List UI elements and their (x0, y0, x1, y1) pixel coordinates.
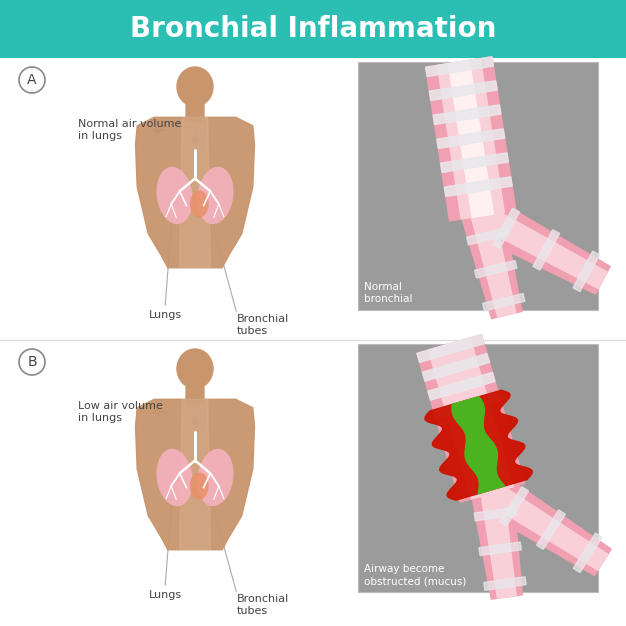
Text: B: B (27, 355, 37, 369)
Polygon shape (433, 391, 501, 419)
Ellipse shape (156, 449, 193, 506)
Polygon shape (135, 117, 255, 268)
Text: Bronchial Inflammation: Bronchial Inflammation (130, 15, 496, 43)
Polygon shape (493, 208, 520, 249)
Polygon shape (479, 542, 521, 556)
Polygon shape (466, 227, 509, 245)
Polygon shape (441, 153, 508, 172)
Polygon shape (426, 57, 493, 76)
Polygon shape (437, 129, 505, 148)
Polygon shape (473, 197, 610, 294)
Polygon shape (573, 251, 600, 292)
Polygon shape (463, 211, 522, 319)
Polygon shape (426, 57, 516, 221)
Polygon shape (180, 117, 210, 268)
Text: Bronchial
tubes: Bronchial tubes (237, 594, 289, 615)
FancyBboxPatch shape (185, 386, 205, 404)
Polygon shape (433, 105, 501, 125)
Polygon shape (444, 177, 512, 197)
Polygon shape (573, 533, 602, 573)
Polygon shape (417, 335, 525, 502)
Polygon shape (425, 390, 532, 500)
Text: Bronchial
tubes: Bronchial tubes (237, 314, 289, 336)
Text: A: A (28, 73, 37, 87)
Polygon shape (471, 213, 516, 317)
Text: Lungs: Lungs (148, 590, 182, 600)
Polygon shape (448, 60, 493, 217)
Polygon shape (484, 577, 526, 590)
Ellipse shape (190, 473, 208, 500)
Polygon shape (428, 372, 495, 400)
Polygon shape (481, 491, 516, 598)
Ellipse shape (197, 449, 233, 506)
Polygon shape (475, 260, 517, 278)
FancyBboxPatch shape (185, 103, 205, 123)
Bar (358, 344, 598, 592)
Polygon shape (180, 399, 210, 550)
Polygon shape (483, 294, 525, 311)
Ellipse shape (177, 66, 213, 107)
Polygon shape (417, 335, 484, 362)
Polygon shape (500, 487, 528, 526)
Polygon shape (536, 510, 565, 550)
Polygon shape (135, 399, 255, 550)
Polygon shape (481, 475, 611, 575)
Text: Airway become
obstructed (mucus): Airway become obstructed (mucus) (364, 565, 466, 586)
Text: Normal air volume
in lungs: Normal air volume in lungs (78, 119, 182, 141)
Polygon shape (423, 354, 490, 381)
Ellipse shape (156, 167, 193, 224)
Ellipse shape (197, 167, 233, 224)
Bar (358, 62, 598, 310)
Polygon shape (429, 81, 497, 101)
Polygon shape (428, 338, 513, 499)
Text: Normal
bronchial: Normal bronchial (364, 282, 413, 304)
Text: Low air volume
in lungs: Low air volume in lungs (78, 401, 163, 423)
Polygon shape (437, 59, 505, 219)
Polygon shape (452, 397, 505, 494)
Polygon shape (533, 230, 560, 270)
Polygon shape (486, 483, 608, 570)
Polygon shape (474, 507, 516, 521)
Ellipse shape (177, 348, 213, 389)
Text: Lungs: Lungs (148, 310, 182, 320)
Bar (0, 0, 626, 58)
Polygon shape (478, 206, 607, 289)
Ellipse shape (190, 190, 208, 218)
Polygon shape (472, 490, 522, 599)
